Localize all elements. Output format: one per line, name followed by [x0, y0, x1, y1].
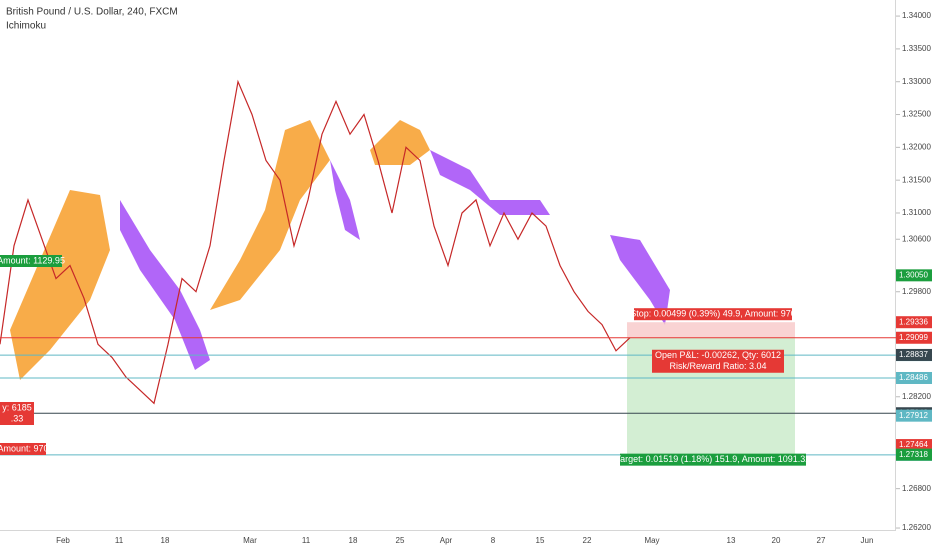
x-tick-label: May [644, 536, 659, 545]
x-tick-label: Jun [861, 536, 874, 545]
position-label: Risk/Reward Ratio: 3.04 [669, 361, 766, 371]
cloud [370, 120, 430, 165]
x-tick-label: 11 [115, 536, 124, 545]
x-tick-label: Feb [56, 536, 70, 545]
x-tick-label: 25 [396, 536, 405, 545]
cloud [330, 160, 360, 240]
position-label: Target: 0.01519 (1.18%) 151.9, Amount: 1… [616, 454, 811, 464]
y-tick-label: 1.33500 [902, 44, 931, 53]
position-label: Stop: 0.00499 (0.39%) 49.9, Amount: 970 [630, 309, 796, 319]
y-tick-label: 1.28200 [902, 392, 931, 401]
y-tick-label: 1.29800 [902, 287, 931, 296]
stop-zone [627, 322, 795, 338]
indicator-label: Ichimoku [6, 21, 46, 32]
chart-title: British Pound / U.S. Dollar, 240, FXCM [6, 7, 178, 18]
price-tag [896, 371, 932, 384]
x-tick-label: 18 [161, 536, 170, 545]
label-box [620, 453, 806, 466]
y-tick-label: 1.33000 [902, 77, 931, 86]
x-tick-label: Apr [440, 536, 453, 545]
price-tag [896, 269, 932, 282]
price-tag [896, 409, 932, 422]
price-tag-label: 1.29099 [899, 333, 928, 342]
price-tag [896, 348, 932, 361]
position-label: y: 6185 [2, 402, 32, 412]
y-tick-label: 1.32500 [902, 110, 931, 119]
y-tick-label: 1.32000 [902, 142, 931, 151]
price-tag-label: 1.27912 [899, 411, 928, 420]
x-tick-label: 8 [491, 536, 496, 545]
price-tag [896, 448, 932, 461]
y-tick-label: 1.31500 [902, 175, 931, 184]
x-tick-label: 13 [727, 536, 736, 545]
y-tick-label: 1.26200 [902, 523, 931, 532]
price-tag [896, 316, 932, 329]
y-tick-label: 1.26800 [902, 484, 931, 493]
x-tick-label: 20 [772, 536, 781, 545]
y-tick-label: 1.30600 [902, 234, 931, 243]
label-box [0, 255, 62, 267]
position-label: Open P&L: -0.00262, Qty: 6012 [655, 350, 781, 360]
price-tag [896, 331, 932, 344]
cloud [10, 190, 110, 380]
x-tick-label: 27 [817, 536, 826, 545]
label-box [634, 308, 792, 321]
x-tick-label: 15 [536, 536, 545, 545]
price-tag-label: 1.28486 [899, 373, 928, 382]
y-tick-label: 1.31000 [902, 208, 931, 217]
position-label: Amount: 1129.95 [0, 255, 65, 265]
x-tick-label: 11 [302, 536, 311, 545]
cloud [120, 200, 210, 370]
x-tick-label: 22 [583, 536, 592, 545]
label-box [0, 413, 34, 425]
label-box [0, 443, 46, 455]
position-label: Amount: 970 [0, 443, 49, 453]
cloud [210, 120, 330, 310]
cloud [430, 150, 550, 215]
y-tick-label: 1.34000 [902, 11, 931, 20]
price-line [0, 79, 631, 405]
price-tag [896, 439, 932, 452]
price-tag-label: 1.28837 [899, 350, 928, 359]
x-tick-label: 18 [349, 536, 358, 545]
position-label: .33 [11, 413, 24, 423]
price-tag-label: 1.27318 [899, 450, 928, 459]
label-box [652, 349, 784, 362]
cloud [610, 235, 670, 325]
price-tag-label: 1.30050 [899, 270, 928, 279]
price-tag-label: 1.27464 [899, 440, 928, 449]
label-box [0, 402, 34, 414]
price-tag-label: 1.29336 [899, 317, 928, 326]
x-tick-label: Mar [243, 536, 257, 545]
label-box [652, 360, 784, 373]
